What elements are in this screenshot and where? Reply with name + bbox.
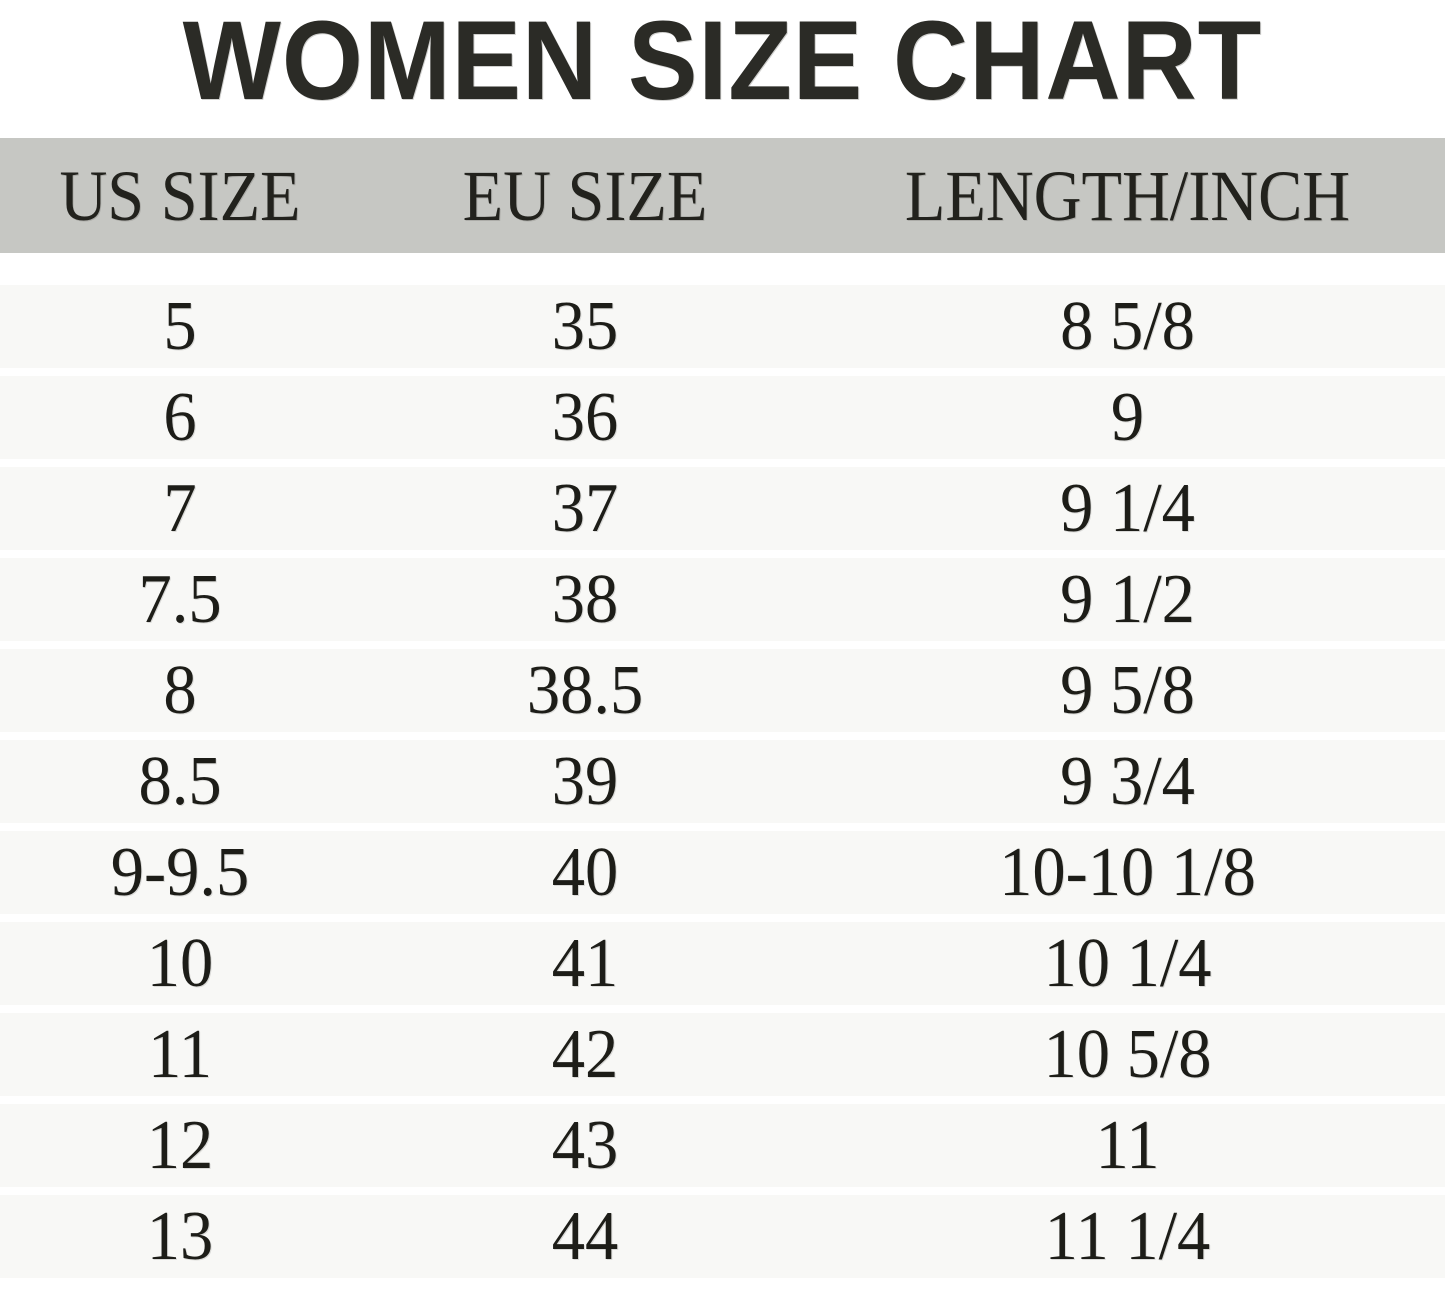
table-body: 5 35 8 5/8 6 36 9 7 37 9 1/4 7.5 38 9 1/2 8 38.5 9 5/8…	[0, 285, 1445, 1286]
page-title-container: WOMEN SIZE CHART	[0, 0, 1445, 122]
table-row: 7.5 38 9 1/2	[0, 558, 1445, 641]
cell-length-inch: 9 3/4	[1060, 742, 1195, 820]
table-row: 8.5 39 9 3/4	[0, 740, 1445, 823]
cell-us-size: 11	[147, 1015, 213, 1093]
cell-us-size: 6	[163, 378, 197, 456]
table-row: 5 35 8 5/8	[0, 285, 1445, 368]
cell-us-size: 7.5	[138, 560, 222, 638]
cell-us-size: 12	[146, 1106, 214, 1184]
cell-eu-size: 42	[551, 1015, 619, 1093]
table-row: 7 37 9 1/4	[0, 467, 1445, 550]
cell-us-size: 10	[146, 924, 214, 1002]
cell-length-inch: 11	[1095, 1106, 1160, 1184]
table-row: 12 43 11	[0, 1104, 1445, 1187]
cell-us-size: 13	[146, 1197, 214, 1275]
cell-eu-size: 43	[551, 1106, 619, 1184]
cell-eu-size: 38.5	[526, 651, 644, 729]
cell-eu-size: 40	[551, 833, 619, 911]
cell-eu-size: 37	[551, 469, 619, 547]
column-header-eu-size: EU SIZE	[462, 155, 708, 236]
cell-length-inch: 10 1/4	[1043, 924, 1212, 1002]
table-row: 6 36 9	[0, 376, 1445, 459]
table-row: 13 44 11 1/4	[0, 1195, 1445, 1278]
cell-length-inch: 8 5/8	[1060, 287, 1195, 365]
cell-us-size: 7	[163, 469, 197, 547]
cell-us-size: 5	[163, 287, 197, 365]
page-title: WOMEN SIZE CHART	[182, 0, 1263, 123]
column-header-us-size: US SIZE	[59, 155, 301, 236]
cell-length-inch: 10-10 1/8	[999, 833, 1256, 911]
cell-length-inch: 10 5/8	[1043, 1015, 1212, 1093]
cell-eu-size: 35	[551, 287, 619, 365]
cell-length-inch: 9 5/8	[1060, 651, 1195, 729]
table-row: 9-9.5 40 10-10 1/8	[0, 831, 1445, 914]
column-header-length-inch: LENGTH/INCH	[904, 155, 1351, 236]
cell-us-size: 9-9.5	[110, 833, 250, 911]
cell-length-inch: 9 1/2	[1060, 560, 1195, 638]
cell-eu-size: 38	[551, 560, 619, 638]
cell-eu-size: 44	[551, 1197, 619, 1275]
cell-length-inch: 9 1/4	[1060, 469, 1195, 547]
cell-eu-size: 36	[551, 378, 619, 456]
table-header-row: US SIZE EU SIZE LENGTH/INCH	[0, 138, 1445, 253]
cell-length-inch: 9	[1110, 378, 1145, 456]
cell-eu-size: 41	[551, 924, 619, 1002]
cell-length-inch: 11 1/4	[1044, 1197, 1211, 1275]
table-row: 11 42 10 5/8	[0, 1013, 1445, 1096]
cell-us-size: 8.5	[138, 742, 222, 820]
cell-eu-size: 39	[551, 742, 619, 820]
table-row: 10 41 10 1/4	[0, 922, 1445, 1005]
cell-us-size: 8	[163, 651, 197, 729]
table-row: 8 38.5 9 5/8	[0, 649, 1445, 732]
